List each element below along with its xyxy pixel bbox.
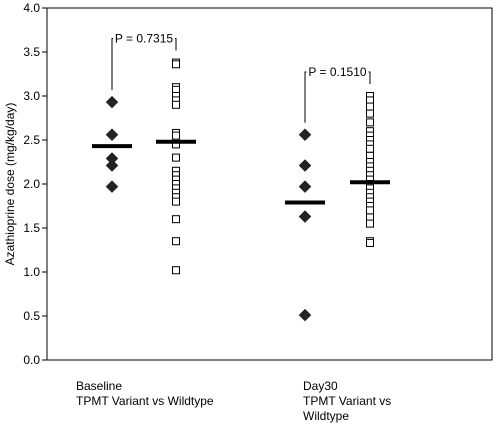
axes: 0.0 0.5 1.0 1.5 2.0 2.5 3.0 3.5 4.0 Azathioprine …	[3, 1, 493, 367]
p-value-label: P = 0.7315	[115, 32, 173, 46]
y-tick-label: 3.0	[23, 89, 40, 103]
diamond-point	[105, 159, 119, 172]
category-label-line: TPMT Variant vs Wildtype	[76, 394, 214, 408]
diamond-point	[105, 95, 119, 109]
square-point	[172, 237, 180, 246]
square-point	[172, 215, 180, 224]
square-point	[172, 60, 180, 69]
category-label-line: Baseline	[76, 379, 123, 393]
p-value-label-bg	[306, 64, 369, 80]
diamond-point	[298, 210, 312, 223]
mean-bars	[92, 139, 390, 205]
category-label-day30: Day30 TPMT Variant vs Wildtype	[303, 379, 391, 424]
y-tick-label: 4.0	[23, 1, 40, 15]
category-label-baseline: Baseline TPMT Variant vs Wildtype	[76, 379, 214, 409]
y-tick-label: 1.5	[23, 221, 40, 235]
square-point	[172, 153, 180, 162]
diamond-point	[298, 308, 312, 322]
y-tick-label: 2.5	[23, 133, 40, 147]
square-point	[366, 102, 374, 111]
category-label-line: Day30	[303, 379, 338, 393]
diamond-point	[298, 128, 312, 142]
y-tick-label: 3.5	[23, 45, 40, 59]
p-value-label-bg	[113, 30, 175, 47]
square-point	[172, 100, 180, 109]
y-tick-label: 1.0	[23, 265, 40, 279]
data-points	[105, 58, 374, 322]
y-tick-label: 0.0	[23, 353, 40, 367]
diamond-point	[105, 128, 119, 142]
square-point	[366, 109, 374, 118]
y-tick-label: 0.5	[23, 309, 40, 323]
diamond-point	[105, 180, 119, 193]
category-label-line: TPMT Variant vs	[303, 394, 392, 408]
p-value-brackets: P = 0.7315 P = 0.1510	[111, 30, 371, 123]
square-point	[172, 131, 180, 140]
square-point	[366, 238, 374, 247]
category-label-line: Wildtype	[303, 409, 350, 423]
square-point	[366, 144, 374, 153]
square-point	[366, 118, 374, 127]
y-axis-label: Azathioprine dose (mg/kg/day)	[3, 103, 17, 266]
square-point	[366, 206, 374, 215]
diamond-point	[298, 159, 312, 172]
square-point	[172, 266, 180, 275]
diamond-point	[298, 180, 312, 193]
p-value-label: P = 0.1510	[308, 65, 366, 79]
y-tick-label: 2.0	[23, 177, 40, 191]
square-point	[366, 219, 374, 228]
square-point	[172, 197, 180, 206]
